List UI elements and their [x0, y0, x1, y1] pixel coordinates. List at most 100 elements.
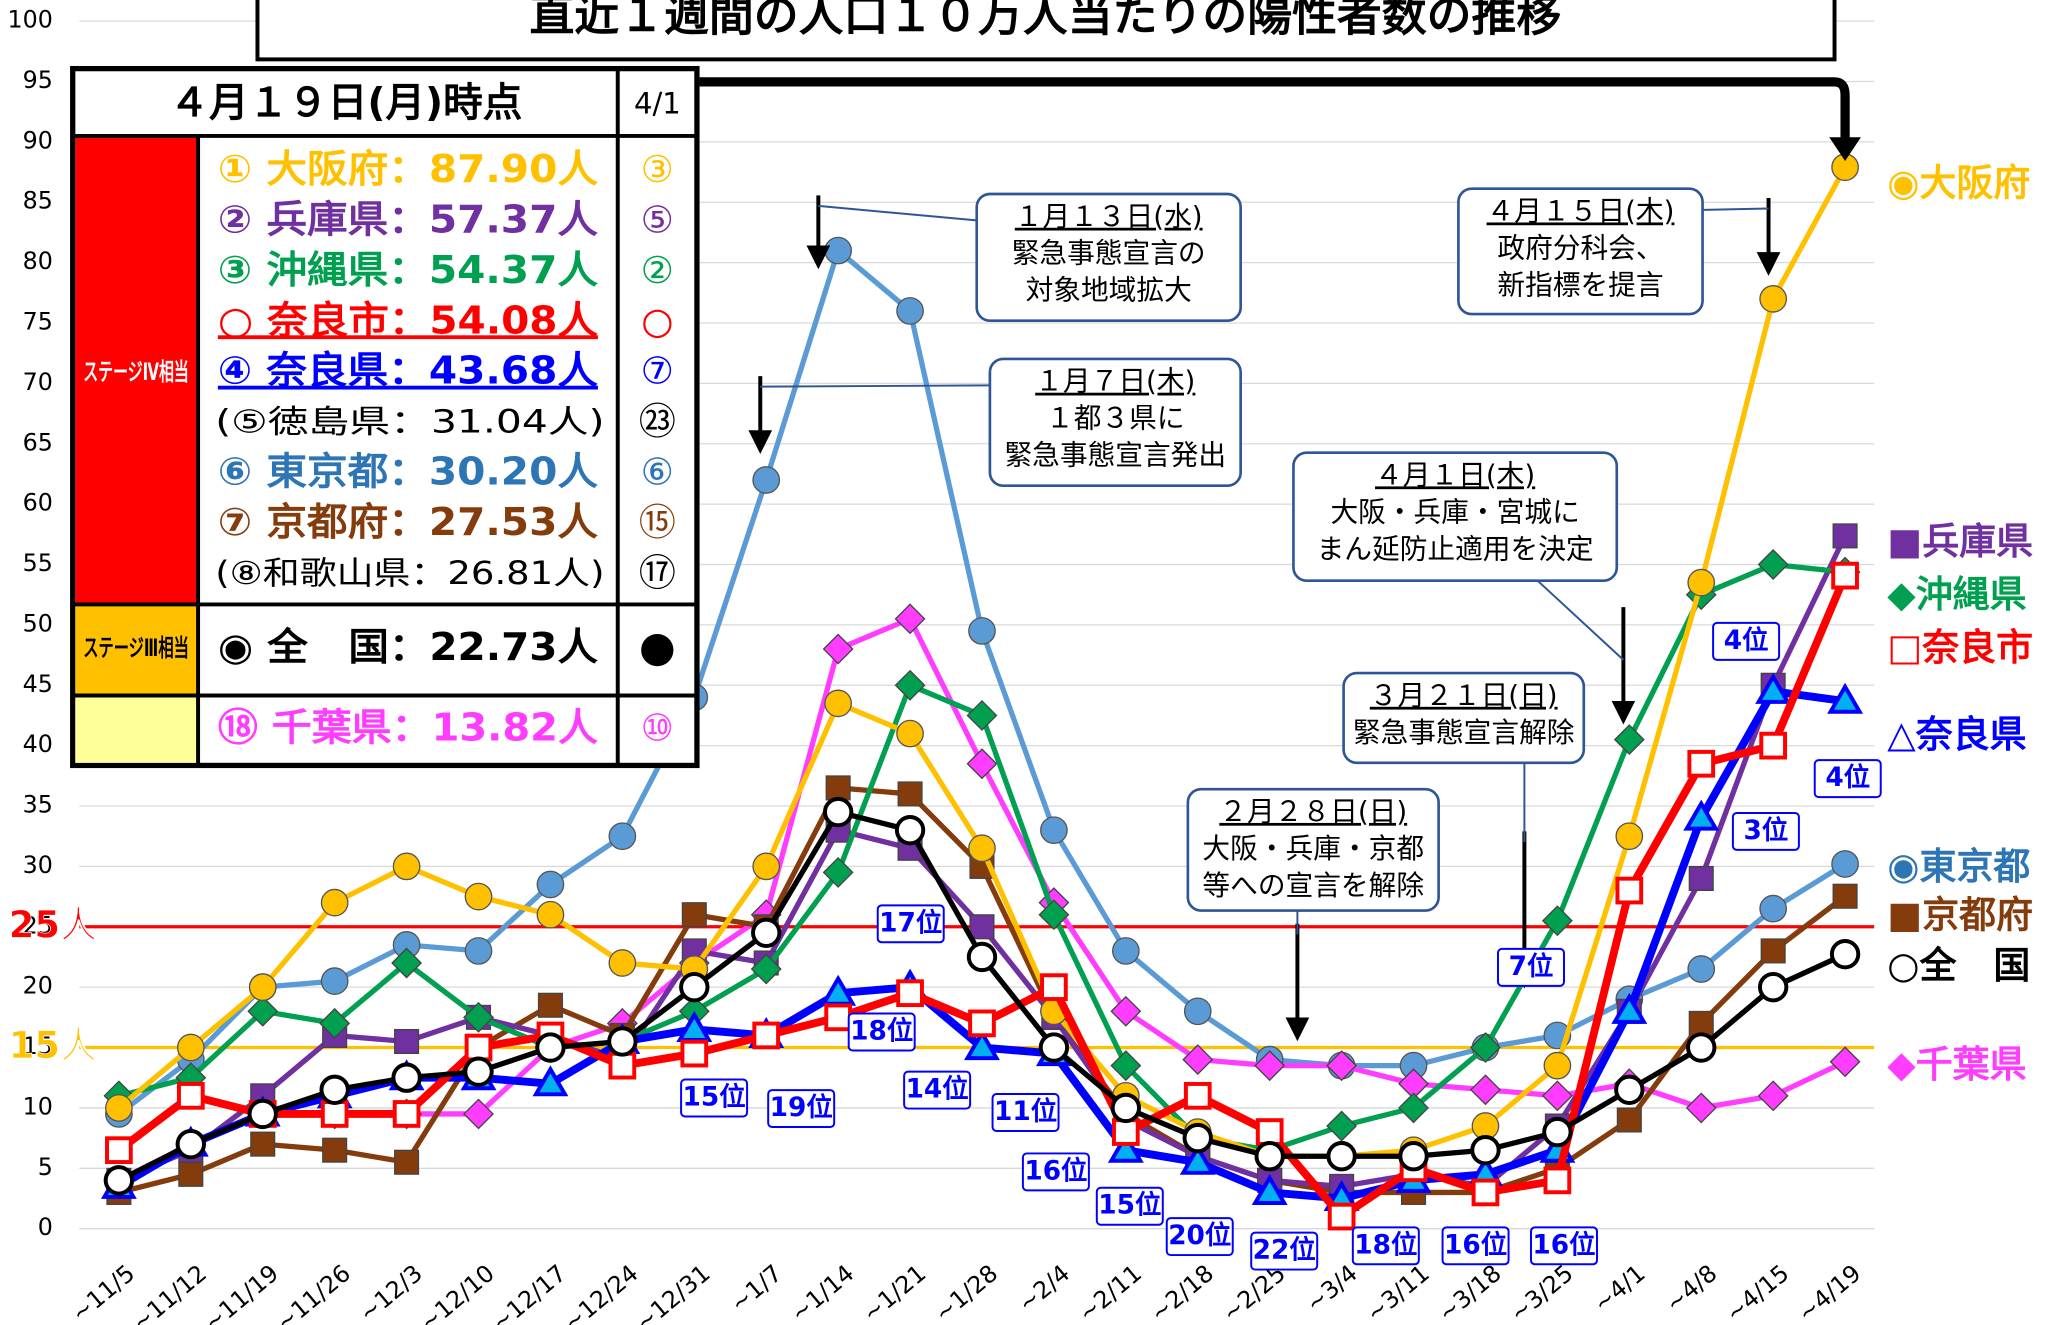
- table-rank: ⑰: [639, 551, 676, 594]
- legend-label: △奈良県: [1887, 713, 2026, 756]
- annotation-text: ４月１５日(木): [1487, 194, 1675, 227]
- rank-box: [1021, 1152, 1090, 1192]
- point: [1616, 1107, 1642, 1133]
- table-chiba: ⑱ 千葉県：13.82人: [218, 705, 599, 750]
- annotation-leader: [818, 204, 977, 222]
- point: [322, 1137, 348, 1163]
- point: [394, 1149, 420, 1175]
- blank-cell: [75, 695, 199, 763]
- point: [1687, 955, 1716, 983]
- point: [1255, 1118, 1284, 1146]
- stage4-cell: [75, 135, 199, 605]
- x-tick-label: ~3/18: [1433, 1259, 1507, 1325]
- point: [1182, 1044, 1214, 1076]
- y-tick-label: 60: [23, 489, 53, 517]
- rank-box: [1165, 1217, 1234, 1257]
- point: [1110, 995, 1142, 1027]
- rank-box: [903, 1070, 972, 1110]
- point: [247, 1098, 278, 1130]
- x-tick-label: ~4/1: [1588, 1259, 1651, 1318]
- point: [966, 941, 998, 973]
- x-tick-label: ~12/31: [630, 1259, 716, 1325]
- rank-box: [991, 1093, 1060, 1132]
- annotation-text: ４月１日(木): [1375, 458, 1535, 491]
- annotation-box: [1292, 451, 1619, 582]
- rank-label: 18位: [850, 1016, 913, 1047]
- point: [319, 1007, 351, 1039]
- point: [320, 967, 349, 995]
- y-tick-label: 95: [23, 66, 53, 94]
- point: [1327, 1202, 1356, 1231]
- annotation-text: 緊急事態宣言解除: [1353, 716, 1575, 749]
- point: [1760, 938, 1786, 964]
- y-tick-label: 55: [23, 549, 53, 577]
- point: [824, 689, 852, 718]
- table-row: ④ 奈良県：43.68人: [218, 349, 599, 394]
- annotation-box: [975, 192, 1242, 323]
- point: [894, 603, 926, 635]
- table-chiba-rank: ⑩: [641, 706, 674, 749]
- point: [1038, 899, 1070, 931]
- x-tick-label: ~1/7: [725, 1259, 788, 1318]
- y-tick-label: 25: [23, 911, 53, 939]
- point: [1687, 568, 1716, 597]
- point: [1829, 1046, 1861, 1078]
- point: [1827, 682, 1864, 714]
- legend-label: □奈良市: [1887, 626, 2033, 669]
- point: [896, 979, 924, 1008]
- point: [1615, 876, 1644, 905]
- point: [1326, 1110, 1358, 1142]
- big-arrow: [699, 77, 1850, 146]
- y-tick-label: 15: [23, 1032, 53, 1060]
- point: [681, 902, 707, 928]
- point: [320, 1100, 349, 1128]
- point: [536, 870, 565, 899]
- stage3-label: ステージⅢ相当: [83, 634, 189, 662]
- point: [1759, 894, 1788, 923]
- point: [1832, 883, 1858, 909]
- table-row: ⑥ 東京都：30.20人: [218, 450, 599, 495]
- rank-box: [876, 904, 945, 944]
- point: [607, 1026, 638, 1057]
- y-tick-label: 35: [23, 791, 53, 819]
- y-tick-label: 50: [23, 609, 53, 637]
- y-tick-label: 75: [23, 308, 53, 336]
- point: [1038, 1032, 1070, 1063]
- rank-box: [767, 1089, 836, 1129]
- point: [103, 1165, 135, 1196]
- point: [532, 1065, 569, 1097]
- point: [1326, 1050, 1358, 1082]
- annotation-box: [1457, 187, 1704, 316]
- annotation-text: 緊急事態宣言発出: [1004, 439, 1226, 472]
- rank-box: [1441, 1226, 1510, 1266]
- rank-box: [1095, 1186, 1164, 1226]
- rank-label: 11位: [994, 1096, 1057, 1127]
- point: [608, 822, 637, 851]
- point: [1251, 1173, 1288, 1205]
- point: [1254, 1050, 1286, 1082]
- x-tick-label: ~4/19: [1792, 1259, 1866, 1325]
- point: [537, 992, 563, 1018]
- rank-label: 16位: [1532, 1229, 1595, 1260]
- x-tick-label: ~11/26: [270, 1259, 356, 1325]
- rank-label: 7位: [1509, 951, 1554, 982]
- point: [1040, 816, 1068, 845]
- point: [1254, 1141, 1285, 1172]
- table-rank: ㉓: [639, 400, 676, 443]
- rank-box: [847, 1012, 916, 1052]
- point: [752, 466, 781, 494]
- x-tick-label: ~2/18: [1145, 1259, 1219, 1325]
- point: [320, 888, 349, 917]
- annotation-text: 対象地域拡大: [1026, 274, 1192, 307]
- rank-label: 20位: [1168, 1220, 1231, 1251]
- table-row: ③ 沖縄県：54.37人: [218, 248, 599, 293]
- point: [1040, 973, 1068, 1002]
- point: [463, 1056, 494, 1087]
- table-rank: ⑤: [641, 198, 674, 241]
- annotation-box: [1186, 787, 1440, 912]
- point: [1398, 1141, 1429, 1172]
- annotation-text: ３月２１日(日): [1370, 679, 1558, 712]
- point: [752, 1021, 781, 1050]
- rank-label: 16位: [1024, 1155, 1087, 1186]
- point: [392, 1100, 421, 1128]
